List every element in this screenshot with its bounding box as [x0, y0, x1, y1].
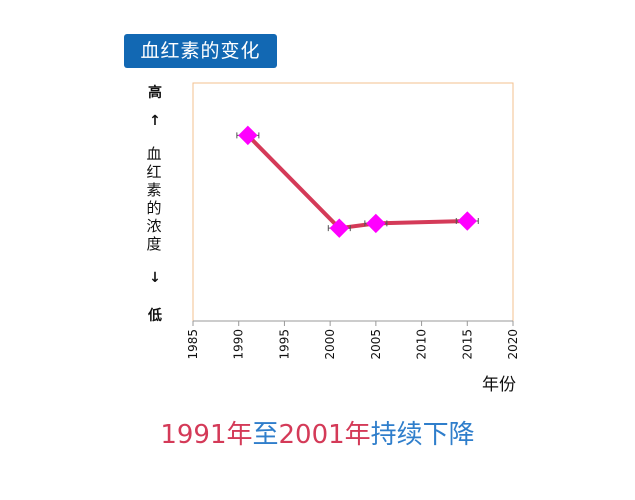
- x-tick-label: 2005: [369, 329, 383, 360]
- data-point: [236, 125, 260, 146]
- caption-end-year: 2001年: [278, 420, 371, 450]
- diamond-marker: [238, 125, 258, 146]
- x-axis-title: 年份: [482, 375, 516, 395]
- x-tick-label: 2015: [460, 329, 474, 360]
- y-axis-up-arrow: ↑: [149, 113, 161, 129]
- y-axis-high-label: 高: [148, 85, 162, 101]
- x-tick-label: 1990: [232, 329, 246, 360]
- x-tick-label: 1985: [186, 329, 200, 360]
- data-point: [327, 218, 351, 238]
- caption-to: 至: [252, 420, 279, 450]
- diamond-marker: [329, 218, 349, 238]
- y-axis-down-arrow: ↓: [149, 270, 161, 286]
- x-tick-label: 2020: [506, 329, 520, 360]
- diamond-marker: [457, 211, 477, 231]
- y-axis-low-label: 低: [148, 308, 162, 324]
- diamond-marker: [366, 213, 386, 234]
- x-tick-label: 1995: [277, 329, 291, 360]
- series-line: [245, 133, 470, 231]
- caption-start-year: 1991年: [160, 420, 253, 450]
- y-axis-title: 血红素的浓度: [146, 145, 162, 253]
- chart-title: 血红素的变化: [124, 34, 277, 68]
- caption: 1991年至2001年持续下降: [0, 414, 635, 451]
- plot-frame: [192, 82, 514, 322]
- caption-trend: 持续下降: [370, 420, 475, 450]
- x-tick-label: 2010: [415, 329, 429, 360]
- data-point: [455, 211, 479, 231]
- x-tick-label: 2000: [323, 329, 337, 360]
- data-point: [364, 213, 388, 234]
